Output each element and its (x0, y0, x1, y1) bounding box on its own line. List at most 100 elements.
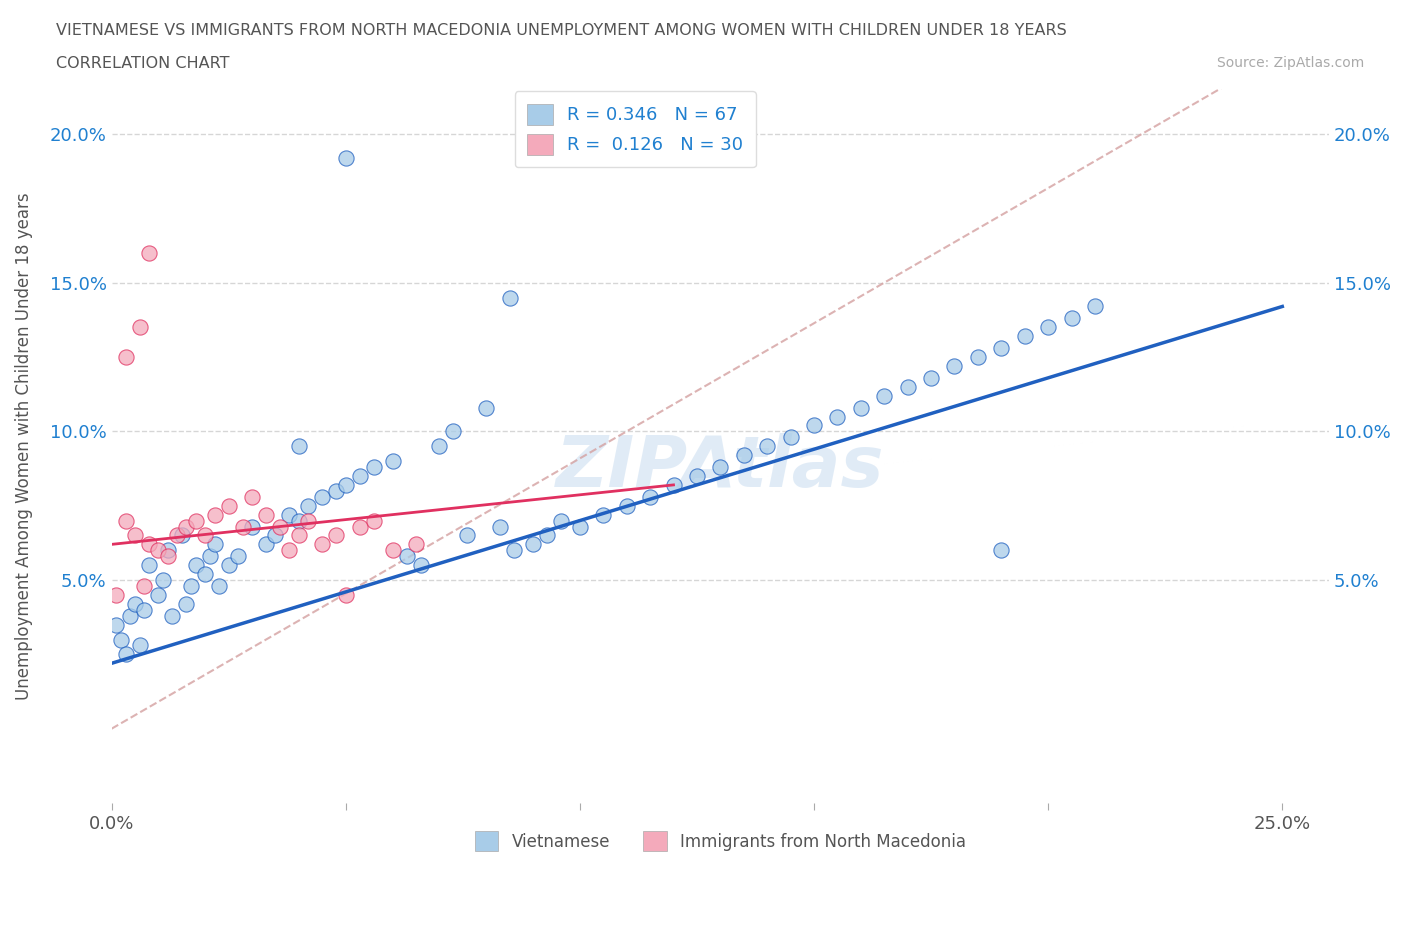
Point (278, 543, 301, 558)
Point (176, 519, 198, 534)
Point (105, 588, 128, 603)
Point (709, 459, 731, 474)
Point (325, 528, 347, 543)
Point (349, 469, 371, 484)
Point (638, 489, 661, 504)
Point (381, 454, 404, 469)
Legend: Vietnamese, Immigrants from North Macedonia: Vietnamese, Immigrants from North Macedo… (467, 823, 974, 859)
Point (756, 439, 779, 454)
Point (288, 439, 311, 454)
Point (148, 588, 170, 603)
Point (240, 519, 263, 534)
Point (409, 558, 432, 573)
Point (568, 519, 591, 534)
Point (128, 320, 150, 335)
Point (733, 447, 755, 462)
Point (897, 379, 920, 394)
Point (124, 596, 146, 611)
Point (254, 507, 277, 522)
Point (134, 603, 156, 618)
Point (288, 528, 311, 543)
Point (395, 549, 418, 564)
Point (920, 370, 942, 385)
Point (441, 424, 464, 439)
Point (278, 507, 301, 522)
Point (114, 350, 136, 365)
Point (1084, 299, 1107, 314)
Point (536, 528, 558, 543)
Point (990, 543, 1012, 558)
Point (148, 543, 170, 558)
Point (269, 519, 291, 534)
Point (264, 528, 287, 543)
Point (204, 507, 226, 522)
Point (152, 573, 174, 588)
Point (297, 498, 319, 513)
Point (170, 528, 193, 543)
Point (943, 358, 966, 373)
Point (427, 439, 450, 454)
Point (325, 484, 347, 498)
Point (232, 519, 254, 534)
Point (592, 507, 614, 522)
Point (550, 513, 572, 528)
Point (156, 543, 179, 558)
Y-axis label: Unemployment Among Women with Children Under 18 years: Unemployment Among Women with Children U… (15, 193, 32, 700)
Point (156, 549, 179, 564)
Point (335, 588, 357, 603)
Point (180, 578, 202, 593)
Point (381, 543, 404, 558)
Point (124, 528, 146, 543)
Point (779, 430, 801, 445)
Point (120, 608, 142, 623)
Point (475, 400, 498, 415)
Point (1060, 311, 1083, 325)
Point (990, 340, 1012, 355)
Point (827, 409, 849, 424)
Point (297, 513, 319, 528)
Point (498, 290, 520, 305)
Point (105, 618, 128, 632)
Point (204, 537, 226, 551)
Point (967, 350, 990, 365)
Point (1036, 320, 1059, 335)
Point (363, 513, 385, 528)
Point (803, 418, 825, 432)
Point (218, 498, 240, 513)
Point (363, 459, 385, 474)
Point (254, 537, 277, 551)
Point (128, 638, 150, 653)
Point (138, 246, 160, 260)
Point (208, 578, 231, 593)
Point (114, 647, 136, 662)
Point (873, 388, 896, 403)
Point (335, 477, 357, 492)
Point (240, 489, 263, 504)
Point (176, 596, 198, 611)
Point (110, 632, 132, 647)
Point (166, 528, 188, 543)
Point (194, 528, 217, 543)
Point (522, 537, 544, 551)
Point (138, 537, 160, 551)
Point (686, 469, 709, 484)
Point (311, 537, 333, 551)
Point (198, 549, 221, 564)
Point (226, 549, 249, 564)
Point (194, 566, 217, 581)
Point (456, 528, 478, 543)
Text: VIETNAMESE VS IMMIGRANTS FROM NORTH MACEDONIA UNEMPLOYMENT AMONG WOMEN WITH CHIL: VIETNAMESE VS IMMIGRANTS FROM NORTH MACE… (56, 23, 1067, 38)
Point (288, 513, 311, 528)
Point (114, 513, 136, 528)
Point (335, 151, 357, 166)
Point (218, 558, 240, 573)
Text: CORRELATION CHART: CORRELATION CHART (56, 56, 229, 71)
Text: Source: ZipAtlas.com: Source: ZipAtlas.com (1216, 56, 1364, 70)
Point (489, 519, 512, 534)
Point (138, 558, 160, 573)
Point (405, 537, 427, 551)
Point (349, 519, 371, 534)
Text: ZIPAtlas: ZIPAtlas (557, 433, 884, 502)
Point (662, 477, 685, 492)
Point (162, 608, 184, 623)
